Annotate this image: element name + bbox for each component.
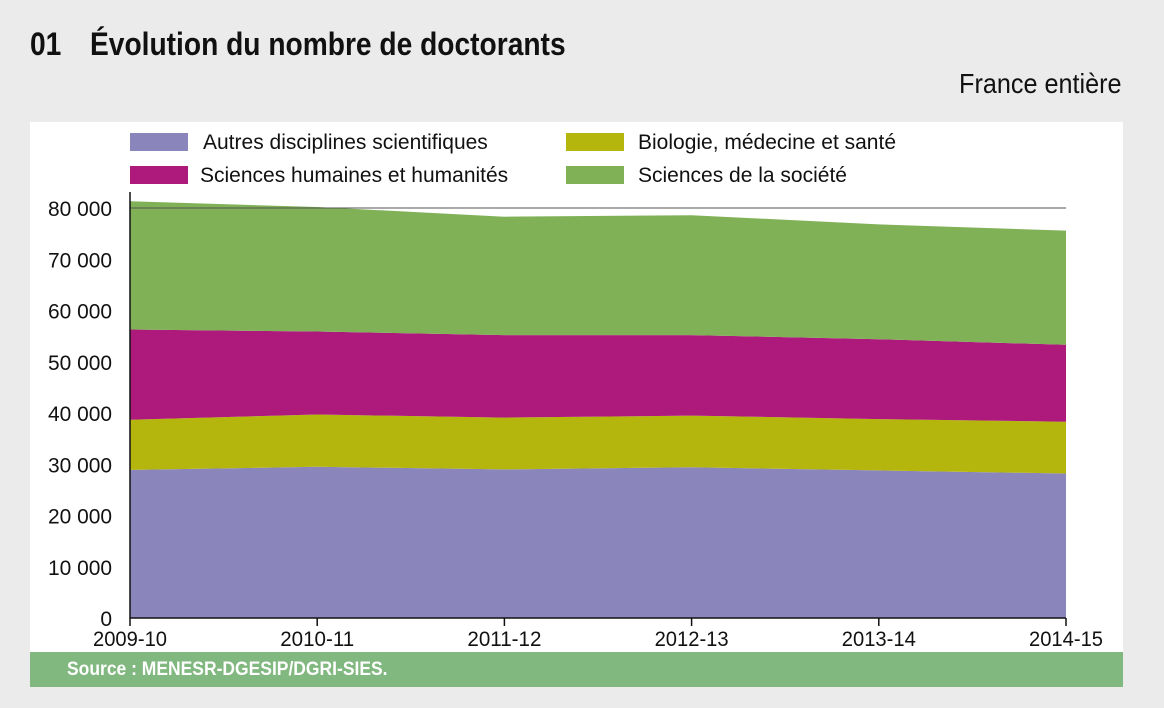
legend-label-autres-disciplines-scientifiques: Autres disciplines scientifiques [203,131,488,154]
area-series-autres-disciplines-scientifiques [130,466,1066,618]
area-series-sciences-humaines-et-humanites [130,329,1066,422]
x-tick-label: 2012-13 [655,628,729,651]
y-tick-label: 10 000 [48,557,112,580]
y-tick-label: 40 000 [48,403,112,426]
legend-label-sciences-humaines-et-humanites: Sciences humaines et humanités [200,164,508,187]
x-tick-label: 2011-12 [467,628,541,651]
legend-swatch-sciences-humaines-et-humanites [130,166,188,184]
legend-swatch-autres-disciplines-scientifiques [130,133,188,151]
y-tick-label: 70 000 [48,249,112,272]
y-tick-label: 30 000 [48,454,112,477]
y-tick-label: 0 [100,608,112,631]
x-tick-label: 2009-10 [93,628,167,651]
y-tick-label: 60 000 [48,301,112,324]
x-tick-label: 2010-11 [280,628,354,651]
y-tick-label: 80 000 [48,198,112,221]
source-bar: Source : MENESR-DGESIP/DGRI-SIES. [30,652,1123,687]
x-tick-label: 2013-14 [842,628,916,651]
area-series-sciences-de-la-societe [130,201,1066,345]
area-series-biologie-medecine-et-sante [130,414,1066,474]
legend-label-sciences-de-la-societe: Sciences de la société [638,164,847,187]
y-tick-label: 50 000 [48,352,112,375]
x-tick-label: 2014-15 [1029,628,1103,651]
chart-title: Évolution du nombre de doctorants [90,26,566,62]
y-tick-label: 20 000 [48,506,112,529]
chart-subtitle: France entière [959,68,1122,99]
legend-swatch-biologie-medecine-et-sante [566,133,624,151]
legend-label-biologie-medecine-et-sante: Biologie, médecine et santé [638,131,896,154]
source-text: Source : MENESR-DGESIP/DGRI-SIES. [67,659,388,680]
legend-swatch-sciences-de-la-societe [566,166,624,184]
figure-number: 01 [30,26,62,62]
